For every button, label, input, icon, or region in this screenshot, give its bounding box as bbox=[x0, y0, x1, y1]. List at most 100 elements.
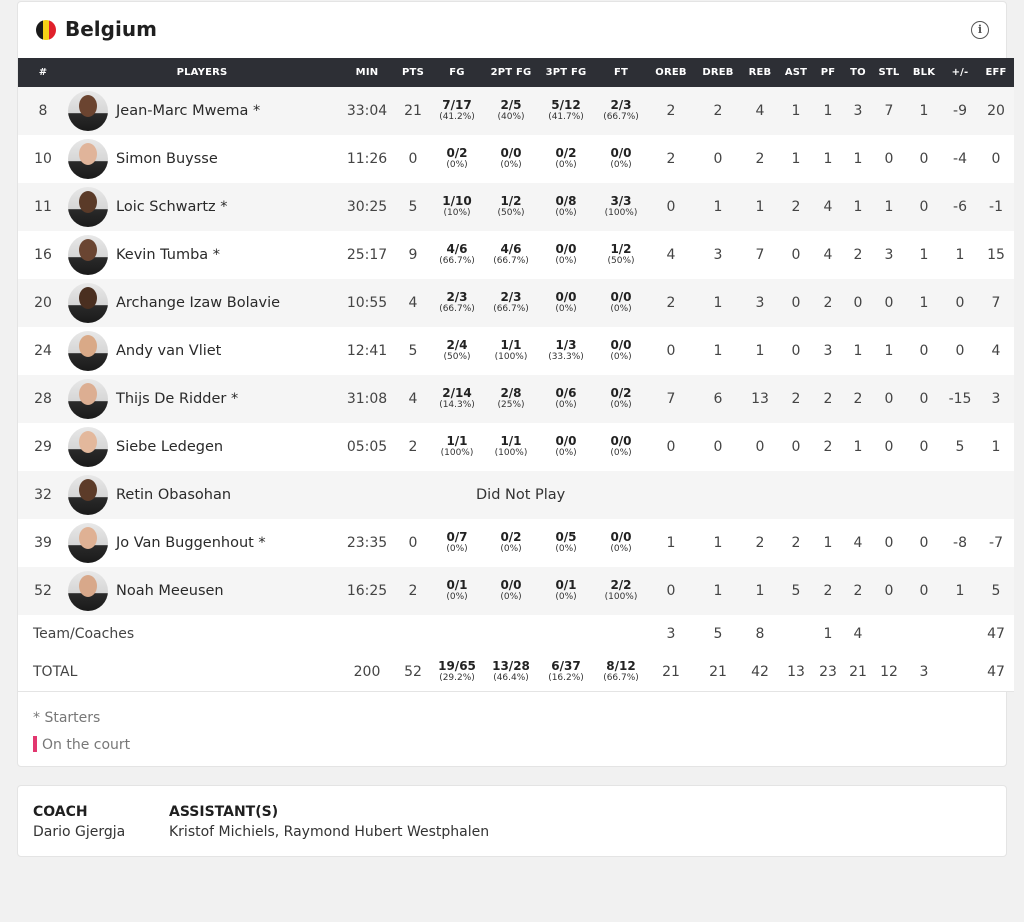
table-row[interactable]: 52 Noah Meeusen 16:25 2 0/1 (0%) 0/0 (0%) 0/1 (0%… bbox=[18, 567, 1014, 615]
blk: 0 bbox=[919, 583, 929, 599]
player-cell[interactable]: Loic Schwartz * bbox=[68, 183, 336, 231]
player-name[interactable]: Thijs De Ridder * bbox=[116, 391, 239, 407]
player-number: 11 bbox=[34, 199, 52, 215]
reb: 2 bbox=[755, 535, 765, 551]
player-info[interactable]: Andy van Vliet bbox=[68, 331, 336, 371]
dreb: 6 bbox=[713, 391, 723, 407]
fg-percentage: (66.7%) bbox=[439, 256, 475, 266]
table-row[interactable]: 28 Thijs De Ridder * 31:08 4 2/14 (14.3%) 2/8(… bbox=[18, 375, 1014, 423]
table-row[interactable]: 10 Simon Buysse 11:26 0 0/2 (0%) 0/0 (0%) 0/2 (0%… bbox=[18, 135, 1014, 183]
player-cell[interactable]: Retin Obasohan bbox=[68, 471, 336, 519]
3pt-fg-made-attempted: 5/12 bbox=[551, 98, 581, 112]
player-info[interactable]: Archange Izaw Bolavie bbox=[68, 283, 336, 323]
oreb: 2 bbox=[666, 295, 676, 311]
avatar bbox=[68, 475, 108, 515]
avatar-face bbox=[79, 527, 97, 549]
table-row[interactable]: 39 Jo Van Buggenhout * 23:35 0 0/7 (0%) 0/2 (0%… bbox=[18, 519, 1014, 567]
player-name[interactable]: Kevin Tumba * bbox=[116, 247, 221, 263]
table-row[interactable]: 16 Kevin Tumba * 25:17 9 4/6 (66.7%) 4/6 (66.7%… bbox=[18, 231, 1014, 279]
player-name[interactable]: Loic Schwartz * bbox=[116, 199, 228, 215]
player-info[interactable]: Noah Meeusen bbox=[68, 571, 336, 611]
total-3pt-fg-cell: 6/37 (16.2%) bbox=[536, 653, 596, 692]
player-info[interactable]: Kevin Tumba * bbox=[68, 235, 336, 275]
legend-on-court-label: On the court bbox=[42, 736, 131, 753]
player-name[interactable]: Jean-Marc Mwema * bbox=[116, 103, 261, 119]
player-name[interactable]: Simon Buysse bbox=[116, 151, 218, 167]
table-row[interactable]: 32 Retin Obasohan Did Not Play bbox=[18, 471, 1014, 519]
ft-made-attempted: 0/2 bbox=[610, 386, 632, 400]
column-header-reb: REB bbox=[748, 67, 772, 78]
eff: 0 bbox=[991, 151, 1001, 167]
table-row[interactable]: 11 Loic Schwartz * 30:25 5 1/10 (10%) 1/2 (50%)… bbox=[18, 183, 1014, 231]
3pt-fg-cell: 0/0 (0%) bbox=[536, 231, 596, 279]
fg-percentage: (14.3%) bbox=[439, 400, 475, 410]
player-name[interactable]: Noah Meeusen bbox=[116, 583, 224, 599]
2pt-fg-stat: 2/3 (66.7%) bbox=[486, 291, 536, 315]
player-info[interactable]: Retin Obasohan bbox=[68, 475, 336, 515]
to: 2 bbox=[853, 583, 863, 599]
plus-minus: 1 bbox=[955, 583, 965, 599]
player-info[interactable]: Loic Schwartz * bbox=[68, 187, 336, 227]
player-name[interactable]: Siebe Ledegen bbox=[116, 439, 224, 455]
2pt-fg-percentage: (66.7%) bbox=[493, 256, 529, 266]
pf: 3 bbox=[823, 343, 833, 359]
points: 0 bbox=[408, 535, 418, 551]
fg-cell: 4/6 (66.7%) bbox=[428, 231, 486, 279]
3pt-fg-made-attempted: 0/6 bbox=[555, 386, 577, 400]
player-name[interactable]: Archange Izaw Bolavie bbox=[116, 295, 281, 311]
table-row[interactable]: 24 Andy van Vliet 12:41 5 2/4 (50%) 1/1 (100%) 1… bbox=[18, 327, 1014, 375]
table-row[interactable]: 8 Jean-Marc Mwema * 33:04 21 7/17 (41.2%) 2/5(… bbox=[18, 87, 1014, 135]
fg-made-attempted: 7/17 bbox=[442, 98, 472, 112]
ft-percentage: (66.7%) bbox=[603, 112, 639, 122]
player-info[interactable]: Jo Van Buggenhout * bbox=[68, 523, 336, 563]
3pt-fg-made-attempted: 0/5 bbox=[555, 530, 577, 544]
fg-stat: 0/1 (0%) bbox=[428, 579, 486, 603]
ft-made-attempted: 0/0 bbox=[610, 146, 632, 160]
table-row[interactable]: 20 Archange Izaw Bolavie 10:55 4 2/3 (66.7%) 2… bbox=[18, 279, 1014, 327]
player-cell[interactable]: Siebe Ledegen bbox=[68, 423, 336, 471]
player-info[interactable]: Siebe Ledegen bbox=[68, 427, 336, 467]
player-info[interactable]: Jean-Marc Mwema * bbox=[68, 91, 336, 131]
player-info[interactable]: Thijs De Ridder * bbox=[68, 379, 336, 419]
dreb: 1 bbox=[713, 583, 723, 599]
player-cell[interactable]: Archange Izaw Bolavie bbox=[68, 279, 336, 327]
minutes: 23:35 bbox=[346, 535, 388, 551]
total-points: 52 bbox=[398, 653, 428, 692]
stl: 0 bbox=[884, 151, 894, 167]
points: 21 bbox=[404, 103, 422, 119]
player-name[interactable]: Retin Obasohan bbox=[116, 487, 232, 503]
coach-section: COACH Dario Gjergja bbox=[33, 804, 125, 840]
team-oreb: 3 bbox=[666, 626, 676, 642]
avatar-face bbox=[79, 335, 97, 357]
2pt-fg-made-attempted: 1/1 bbox=[500, 338, 522, 352]
3pt-fg-stat: 0/5 (0%) bbox=[536, 531, 596, 555]
eff: 3 bbox=[991, 391, 1001, 407]
player-number: 28 bbox=[34, 391, 52, 407]
player-info[interactable]: Simon Buysse bbox=[68, 139, 336, 179]
player-cell[interactable]: Kevin Tumba * bbox=[68, 231, 336, 279]
player-cell[interactable]: Thijs De Ridder * bbox=[68, 375, 336, 423]
stl: 0 bbox=[884, 583, 894, 599]
fg-cell: 1/1 (100%) bbox=[428, 423, 486, 471]
player-cell[interactable]: Simon Buysse bbox=[68, 135, 336, 183]
player-cell[interactable]: Noah Meeusen bbox=[68, 567, 336, 615]
ft-percentage: (100%) bbox=[604, 592, 638, 602]
total-2pt-fg-percentage: (46.4%) bbox=[493, 672, 529, 683]
table-row[interactable]: 29 Siebe Ledegen 05:05 2 1/1 (100%) 1/1 (100%) 0… bbox=[18, 423, 1014, 471]
player-name[interactable]: Andy van Vliet bbox=[116, 343, 222, 359]
plus-minus: -4 bbox=[953, 151, 967, 167]
2pt-fg-made-attempted: 0/2 bbox=[500, 530, 522, 544]
fg-percentage: (100%) bbox=[440, 448, 474, 458]
ast: 0 bbox=[791, 247, 801, 263]
info-icon[interactable]: i bbox=[971, 21, 989, 39]
player-number: 16 bbox=[34, 247, 52, 263]
ft-made-attempted: 2/2 bbox=[610, 578, 632, 592]
player-cell[interactable]: Jean-Marc Mwema * bbox=[68, 87, 336, 135]
minutes: 11:26 bbox=[346, 151, 388, 167]
player-cell[interactable]: Jo Van Buggenhout * bbox=[68, 519, 336, 567]
player-cell[interactable]: Andy van Vliet bbox=[68, 327, 336, 375]
player-name[interactable]: Jo Van Buggenhout * bbox=[116, 535, 266, 551]
pf: 1 bbox=[823, 535, 833, 551]
dreb: 3 bbox=[713, 247, 723, 263]
ft-cell: 0/0 (0%) bbox=[596, 135, 646, 183]
